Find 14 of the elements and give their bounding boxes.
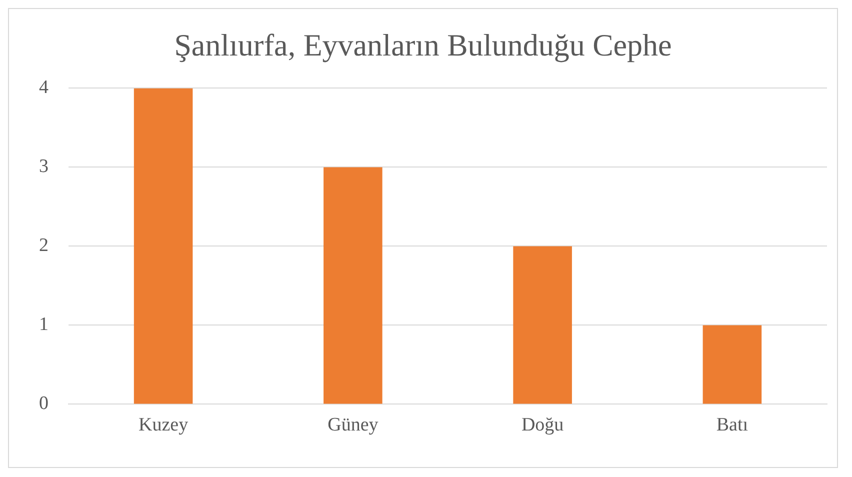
- bar: [702, 325, 762, 404]
- bar: [513, 246, 572, 404]
- x-tick-label: Kuzey: [138, 414, 189, 436]
- y-tick-label: 2: [39, 235, 48, 256]
- chart-title: Şanlıurfa, Eyvanların Bulunduğu Cephe: [174, 28, 672, 63]
- y-tick-label: 4: [39, 77, 49, 98]
- x-tick-label: Doğu: [521, 414, 564, 436]
- y-tick-label: 1: [39, 314, 48, 336]
- bar: [134, 88, 193, 404]
- x-tick-label: Güney: [328, 414, 379, 436]
- x-tick-label: Batı: [716, 414, 748, 436]
- bar: [324, 167, 382, 404]
- y-tick-label: 0: [39, 393, 48, 414]
- y-tick-label: 3: [39, 156, 48, 178]
